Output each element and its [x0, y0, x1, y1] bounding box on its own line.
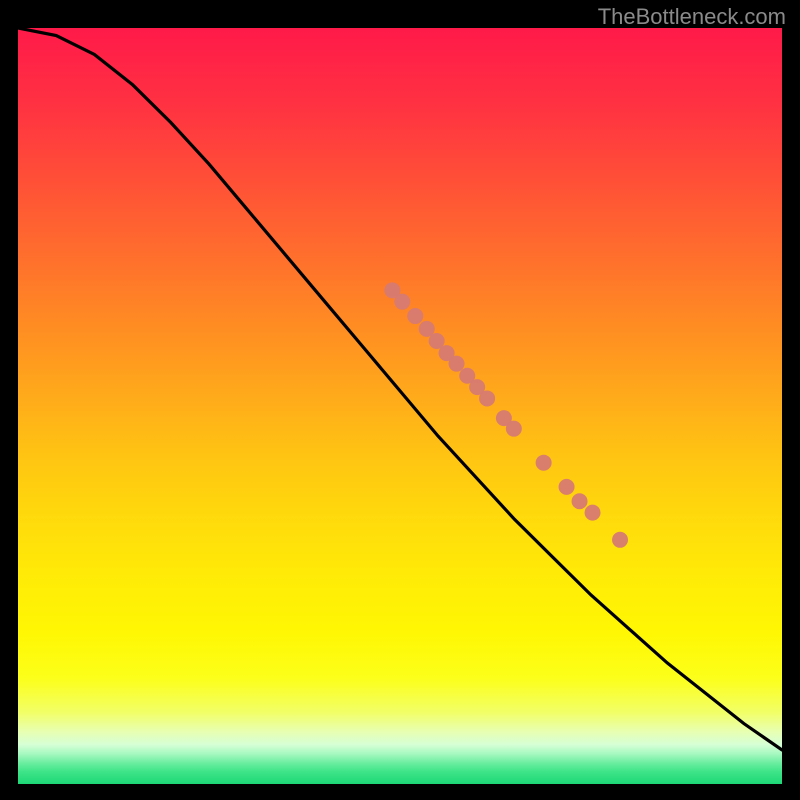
curve-marker — [585, 505, 601, 521]
bottleneck-curve — [18, 28, 782, 750]
curve-marker — [479, 390, 495, 406]
bottleneck-curve-svg — [18, 28, 782, 784]
plot-area — [18, 28, 782, 784]
curve-marker — [506, 421, 522, 437]
chart-root: TheBottleneck.com — [0, 0, 800, 800]
curve-marker — [572, 493, 588, 509]
curve-marker — [449, 356, 465, 372]
curve-marker — [612, 532, 628, 548]
curve-marker — [559, 479, 575, 495]
curve-marker — [536, 455, 552, 471]
curve-marker — [407, 308, 423, 324]
curve-marker — [394, 294, 410, 310]
watermark-text: TheBottleneck.com — [598, 4, 786, 30]
